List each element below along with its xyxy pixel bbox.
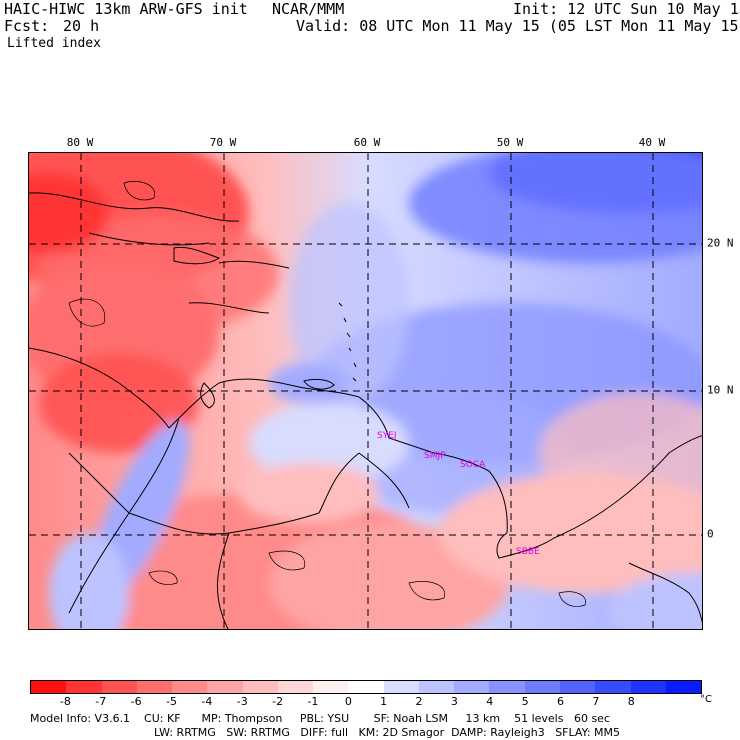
colorbar-bin xyxy=(242,681,278,693)
fcst-label: Fcst: xyxy=(4,17,50,35)
colorbar-tick-label: 0 xyxy=(344,695,352,708)
colorbar-bin xyxy=(172,681,208,693)
lat-lon-grid xyxy=(29,153,702,629)
colorbar-tick-label: 5 xyxy=(521,695,529,708)
model-info-line2: LW: RRTMG SW: RRTMG DIFF: full KM: 2D Sm… xyxy=(154,726,620,739)
colorbar-bin xyxy=(559,681,596,693)
lifted-index-field xyxy=(29,153,702,629)
valid-time: Valid: 08 UTC Mon 11 May 15 (05 LST Mon … xyxy=(296,17,740,35)
fcst-value: 20 h xyxy=(63,17,100,35)
org-label: NCAR/MMM xyxy=(272,0,345,18)
colorbar-bin xyxy=(630,681,666,693)
colorbar-bin xyxy=(101,681,137,693)
station-syej: SYEJ xyxy=(377,431,397,441)
colorbar-bin xyxy=(277,681,314,693)
colorbar-tick-label: 2 xyxy=(415,695,423,708)
model-info-line1: Model Info: V3.6.1 CU: KF MP: Thompson P… xyxy=(30,712,610,725)
lat-label-10n: 10 N xyxy=(707,383,734,397)
station-soca: SOCA xyxy=(460,460,486,470)
model-title: HAIC-HIWC 13km ARW-GFS init xyxy=(4,0,248,18)
colorbar-tick-label: -4 xyxy=(201,695,213,708)
field-name: Lifted index xyxy=(7,36,101,51)
colorbar-tick-label: 6 xyxy=(557,695,565,708)
colorbar-tick-label: -5 xyxy=(165,695,177,708)
colorbar-tick-label: -6 xyxy=(130,695,142,708)
colorbar-bin xyxy=(595,681,631,693)
colorbar-bin xyxy=(418,681,455,693)
contour-lines xyxy=(68,181,586,607)
colorbar-tick-label: 3 xyxy=(450,695,458,708)
lon-label-60w: 60 W xyxy=(353,136,381,149)
lon-label-50w: 50 W xyxy=(496,136,524,149)
colorbar-bin xyxy=(66,681,102,693)
station-sbbe: SBBE xyxy=(516,547,540,557)
colorbar-bin xyxy=(207,681,243,693)
colorbar-bin xyxy=(454,681,490,693)
coastlines xyxy=(29,192,702,629)
colorbar-bin xyxy=(489,681,525,693)
colorbar-bin xyxy=(136,681,173,693)
colorbar-bin xyxy=(31,681,67,693)
colorbar-bin xyxy=(313,681,349,693)
colorbar-tick-label: 8 xyxy=(627,695,635,708)
colorbar-tick-label: 1 xyxy=(380,695,388,708)
station-smjp: SMJP xyxy=(424,451,446,461)
lon-label-70w: 70 W xyxy=(209,136,237,149)
colorbar-tick-label: -7 xyxy=(95,695,107,708)
lon-label-80w: 80 W xyxy=(66,136,94,149)
colorbar-unit: °C xyxy=(700,694,712,705)
lifted-index-map xyxy=(28,152,703,630)
colorbar-bin xyxy=(524,681,560,693)
lon-label-40w: 40 W xyxy=(638,136,666,149)
colorbar-tick-label: -8 xyxy=(59,695,71,708)
map-canvas xyxy=(29,153,702,629)
colorbar-tick-label: -1 xyxy=(307,695,319,708)
colorbar-tick-label: 7 xyxy=(592,695,600,708)
colorbar-tick-label: 4 xyxy=(486,695,494,708)
colorbar-bin xyxy=(383,681,419,693)
colorbar-tick-label: -3 xyxy=(236,695,248,708)
init-time: Init: 12 UTC Sun 10 May 15 xyxy=(513,0,740,18)
colorbar-tick-label: -2 xyxy=(272,695,284,708)
colorbar-bin xyxy=(348,681,384,693)
colorbar-bin xyxy=(665,681,702,693)
lat-label-20n: 20 N xyxy=(707,236,734,250)
lat-label-0: 0 xyxy=(707,527,714,541)
colorbar xyxy=(30,680,702,694)
